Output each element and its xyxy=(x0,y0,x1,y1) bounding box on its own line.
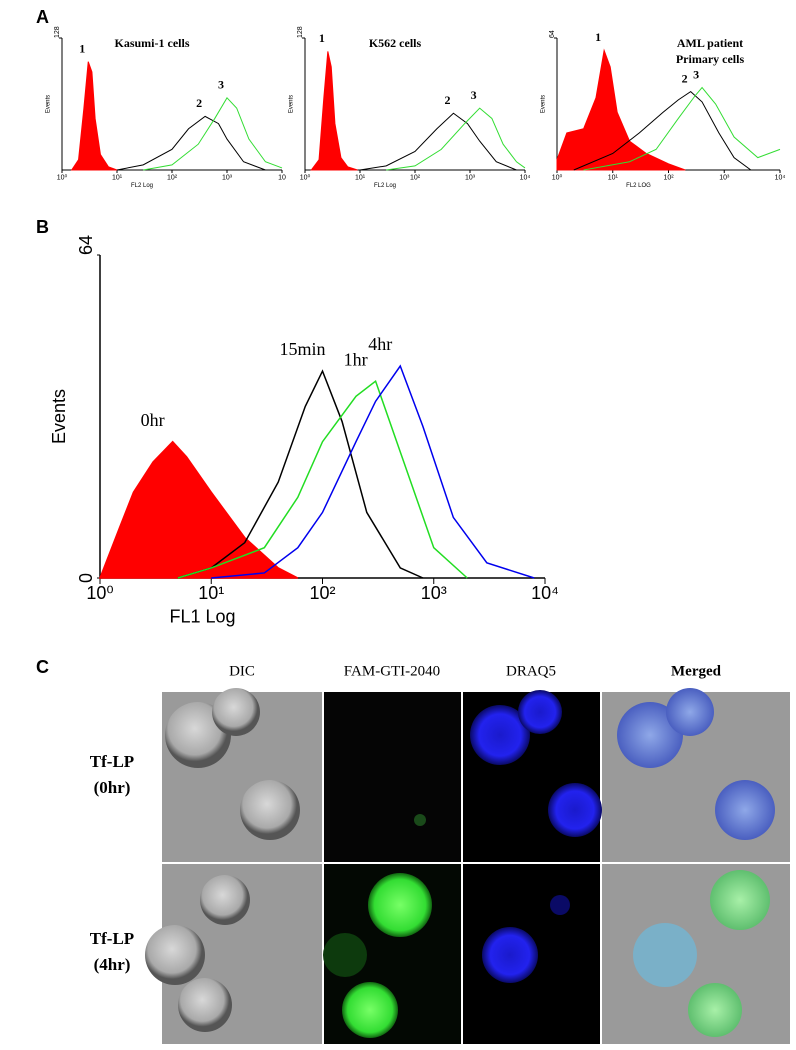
x-axis-label: FL2 Log xyxy=(131,183,153,189)
histogram-curve xyxy=(98,440,299,579)
chart-title: K562 cells xyxy=(369,36,422,50)
x-tick-label: 10² xyxy=(663,174,674,181)
column-header: DIC xyxy=(229,663,255,679)
curve-label: 1 xyxy=(319,31,325,45)
microscopy-images xyxy=(145,688,790,1044)
chart-title: Kasumi-1 cells xyxy=(115,36,190,50)
x-tick-label: 10⁴ xyxy=(531,583,559,603)
x-tick-label: 10¹ xyxy=(198,583,224,603)
x-tick-label: 10 xyxy=(278,174,286,181)
panel-label: A xyxy=(36,7,49,27)
x-tick-label: 10³ xyxy=(719,174,730,181)
curve-label: 2 xyxy=(682,71,688,85)
x-axis-label: FL2 LOG xyxy=(626,183,651,189)
x-tick-label: 10² xyxy=(167,174,178,181)
curve-label: 15min xyxy=(279,339,325,359)
panel-label: C xyxy=(36,657,49,677)
histogram-curve xyxy=(583,86,781,171)
curve-label: 2 xyxy=(196,96,202,110)
curve-label: 0hr xyxy=(141,410,165,430)
histogram-curve xyxy=(143,96,283,171)
histogram-curve xyxy=(116,115,266,171)
curve-label: 3 xyxy=(471,88,477,102)
histogram-curve xyxy=(211,364,535,579)
fam-image xyxy=(324,692,461,862)
y-tick-label: 0 xyxy=(76,573,96,583)
histogram-curve xyxy=(310,51,358,171)
curve-label: 3 xyxy=(693,67,699,81)
row-label: (0hr) xyxy=(94,778,131,797)
histogram-curve xyxy=(177,379,468,579)
curve-label: 1hr xyxy=(344,349,368,369)
y-tick-label: 64 xyxy=(76,235,96,255)
x-tick-label: 10⁰ xyxy=(300,173,311,181)
curve-label: 1 xyxy=(79,41,85,55)
histogram-curve xyxy=(177,369,424,579)
column-header: FAM-GTI-2040 xyxy=(344,663,440,679)
x-tick-label: 10⁰ xyxy=(552,173,563,181)
curve-label: 1 xyxy=(595,30,601,44)
y-tick-label: 64 xyxy=(549,30,556,38)
y-tick-label: 128 xyxy=(54,26,61,38)
row-label: Tf-LP xyxy=(90,752,134,771)
row-label: (4hr) xyxy=(94,955,131,974)
y-axis-label: Events xyxy=(541,95,547,113)
histogram-curve xyxy=(556,48,686,171)
column-header: Merged xyxy=(671,663,722,679)
x-tick-label: 10¹ xyxy=(608,174,619,181)
x-tick-label: 10⁰ xyxy=(86,583,113,603)
histogram-curve xyxy=(386,107,526,171)
x-tick-label: 10² xyxy=(309,583,335,603)
row-label: Tf-LP xyxy=(90,929,134,948)
x-axis-label: FL2 Log xyxy=(374,183,396,189)
histogram-curve xyxy=(70,61,118,171)
y-axis-label: Events xyxy=(49,389,69,444)
histogram-curve xyxy=(573,90,752,171)
x-tick-label: 10⁰ xyxy=(57,173,68,181)
curve-label: 2 xyxy=(444,93,450,107)
panel-label: B xyxy=(36,217,49,237)
y-tick-label: 128 xyxy=(297,26,304,38)
x-tick-label: 10³ xyxy=(421,583,447,603)
curve-label: 3 xyxy=(218,78,224,92)
x-tick-label: 10¹ xyxy=(112,174,123,181)
curve-label: 4hr xyxy=(368,334,392,354)
x-tick-label: 10⁴ xyxy=(520,174,531,181)
y-axis-label: Events xyxy=(289,95,295,113)
y-axis-label: Events xyxy=(46,95,52,113)
chart-subtitle: Primary cells xyxy=(676,52,745,66)
x-tick-label: 10¹ xyxy=(355,174,366,181)
chart-title: AML patient xyxy=(677,36,743,50)
x-tick-label: 10³ xyxy=(222,174,233,181)
x-tick-label: 10⁴ xyxy=(775,174,786,181)
x-axis-label: FL1 Log xyxy=(169,606,235,626)
column-header: DRAQ5 xyxy=(506,663,556,679)
x-tick-label: 10³ xyxy=(465,174,476,181)
x-tick-label: 10² xyxy=(410,174,421,181)
histogram-curve xyxy=(359,112,517,171)
